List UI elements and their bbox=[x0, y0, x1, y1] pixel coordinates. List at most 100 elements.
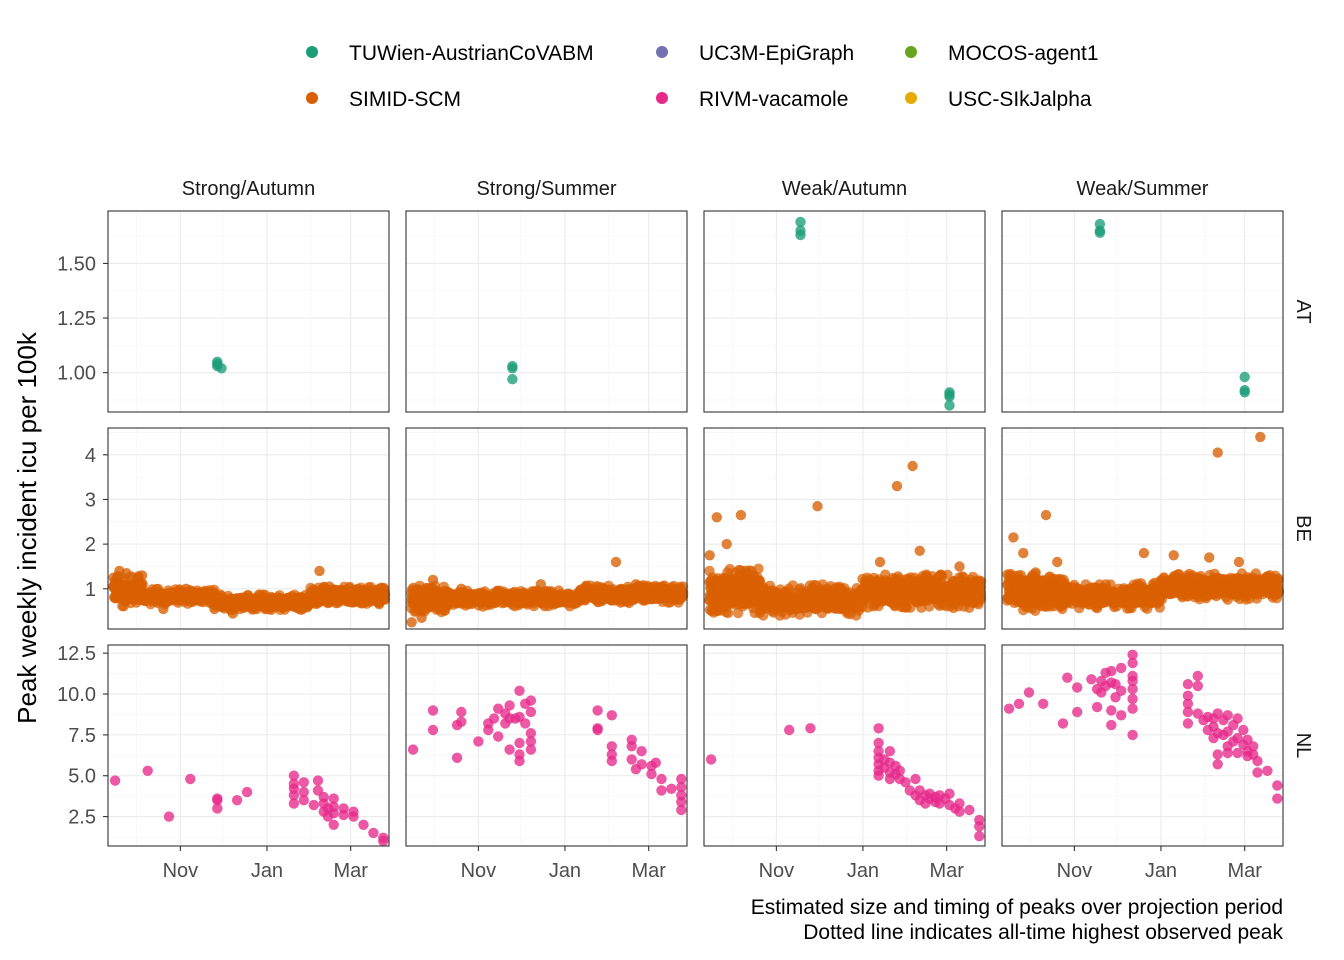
data-point bbox=[676, 587, 688, 599]
data-point bbox=[209, 603, 220, 615]
data-point bbox=[656, 785, 667, 796]
data-point bbox=[427, 724, 439, 736]
data-point bbox=[312, 775, 324, 786]
y-tick-label: 12.5 bbox=[57, 643, 96, 665]
data-point bbox=[507, 360, 518, 372]
data-point bbox=[328, 808, 339, 819]
data-point bbox=[1116, 710, 1127, 721]
data-point bbox=[427, 705, 439, 716]
data-point bbox=[592, 724, 603, 736]
data-point bbox=[1239, 371, 1250, 383]
data-point bbox=[1192, 670, 1204, 682]
data-point bbox=[1222, 710, 1233, 721]
y-tick-label: 1.50 bbox=[57, 253, 96, 275]
y-tick-label: 5.0 bbox=[68, 766, 96, 788]
panel-background bbox=[406, 645, 687, 846]
caption-line-2: Dotted line indicates all-time highest o… bbox=[803, 921, 1283, 944]
data-point bbox=[1212, 749, 1223, 760]
column-strip-3: Weak/Summer bbox=[1077, 178, 1209, 200]
legend-key-1 bbox=[656, 46, 668, 58]
legend-key-3 bbox=[306, 92, 318, 104]
data-point bbox=[964, 804, 975, 816]
data-point bbox=[1273, 573, 1284, 585]
data-point bbox=[1182, 698, 1194, 709]
data-point bbox=[1252, 755, 1263, 767]
x-tick-label: Nov bbox=[461, 860, 497, 882]
data-point bbox=[1127, 729, 1138, 741]
data-point bbox=[525, 736, 537, 747]
data-point bbox=[185, 773, 196, 785]
data-point bbox=[1091, 701, 1103, 713]
data-point bbox=[1182, 690, 1194, 701]
x-tick-label: Nov bbox=[1057, 860, 1093, 882]
legend-key-2 bbox=[905, 46, 917, 58]
data-point bbox=[606, 710, 617, 721]
data-point bbox=[368, 827, 379, 839]
data-point bbox=[884, 746, 896, 757]
panel-background bbox=[704, 645, 985, 846]
data-point bbox=[891, 480, 903, 492]
data-point bbox=[121, 568, 132, 579]
data-point bbox=[975, 576, 987, 587]
data-point bbox=[873, 770, 884, 781]
data-point bbox=[1248, 741, 1259, 752]
data-point bbox=[1272, 793, 1283, 804]
x-tick-label: Jan bbox=[549, 860, 581, 882]
legend-key-0 bbox=[306, 46, 318, 58]
data-point bbox=[954, 561, 965, 572]
data-point bbox=[626, 741, 637, 752]
data-point bbox=[1003, 703, 1015, 714]
x-tick-label: Nov bbox=[163, 860, 199, 882]
data-point bbox=[227, 608, 239, 619]
data-point bbox=[636, 746, 647, 757]
caption-line-1: Estimated size and timing of peaks over … bbox=[751, 896, 1283, 919]
data-point bbox=[873, 723, 884, 734]
points-AT-1 bbox=[507, 360, 518, 385]
y-tick-label: 10.0 bbox=[57, 684, 96, 706]
data-point bbox=[914, 545, 925, 556]
data-point bbox=[974, 831, 985, 842]
data-point bbox=[525, 695, 537, 706]
points-NL-1 bbox=[407, 685, 687, 816]
data-point bbox=[735, 509, 747, 521]
data-point bbox=[1272, 780, 1283, 791]
data-point bbox=[1116, 662, 1127, 674]
data-point bbox=[1040, 509, 1052, 521]
data-point bbox=[704, 550, 715, 561]
y-tick-label: 2.5 bbox=[68, 807, 96, 829]
data-point bbox=[180, 583, 192, 594]
y-axis-label: Peak weekly incident icu per 100k bbox=[12, 331, 42, 724]
data-point bbox=[650, 757, 661, 768]
data-point bbox=[784, 724, 795, 736]
data-point bbox=[676, 796, 687, 808]
data-point bbox=[158, 603, 169, 615]
panel-border bbox=[405, 210, 688, 413]
x-axes: Nov Jan Mar Nov Jan Mar Nov Jan Mar Nov Jan Mar bbox=[163, 846, 1262, 882]
data-point bbox=[795, 229, 806, 241]
data-point bbox=[1238, 724, 1249, 736]
data-point bbox=[535, 579, 546, 590]
panel-border bbox=[405, 644, 688, 847]
data-point bbox=[298, 777, 309, 788]
data-point bbox=[1232, 747, 1243, 759]
row-strip-labels: AT BE NL bbox=[1292, 299, 1314, 758]
legend-label-3: SIMID-SCM bbox=[349, 88, 461, 111]
data-point bbox=[1127, 657, 1138, 669]
data-point bbox=[473, 736, 484, 747]
data-point bbox=[308, 799, 319, 811]
panel-border bbox=[703, 210, 986, 413]
data-point bbox=[416, 612, 427, 623]
data-point bbox=[646, 768, 657, 780]
data-point bbox=[136, 570, 148, 581]
data-point bbox=[606, 741, 617, 752]
data-point bbox=[163, 811, 175, 822]
data-point bbox=[324, 581, 335, 592]
data-point bbox=[288, 601, 300, 612]
panel-AT-2 bbox=[704, 211, 985, 412]
panel-background bbox=[406, 211, 687, 412]
legend-label-5: USC-SIkJalpha bbox=[948, 88, 1092, 111]
data-point bbox=[722, 607, 734, 619]
data-point bbox=[241, 786, 253, 798]
data-point bbox=[753, 563, 764, 574]
